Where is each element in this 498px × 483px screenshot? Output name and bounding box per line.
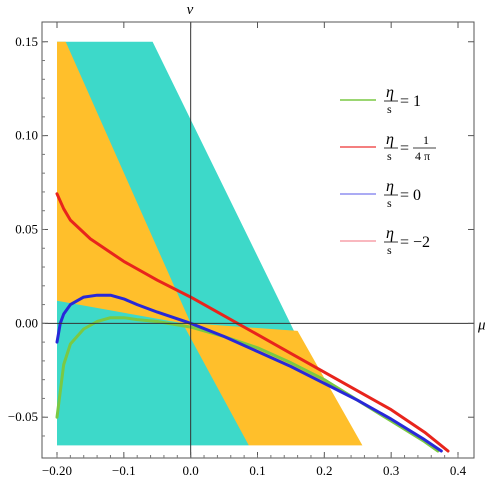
region-layer <box>57 41 363 446</box>
legend-value-denominator: 4 π <box>415 149 430 163</box>
series-line-2 <box>55 293 443 453</box>
legend-value: 1 <box>413 93 421 110</box>
series-line-1 <box>55 192 450 453</box>
legend-item-2: ηs = 0 <box>340 178 421 210</box>
legend-s: s <box>387 196 392 210</box>
y-tick-label: 0.00 <box>15 315 38 330</box>
legend-value: 0 <box>413 187 421 204</box>
legend-item-1: ηs = 1 4 π <box>340 131 436 163</box>
x-axis-label: μ <box>477 317 486 333</box>
y-axis-label: ν <box>187 2 194 18</box>
legend-item-3: ηs = −2 <box>340 225 430 257</box>
y-tick-label: −0.05 <box>8 409 38 424</box>
legend-equals: = <box>400 140 409 157</box>
legend-s: s <box>387 149 392 163</box>
y-tick-label: 0.15 <box>15 34 38 49</box>
legend-value-numerator: 1 <box>423 133 429 147</box>
legend: ηs = 1ηs = 14 πηs = 0ηs = −2 <box>340 84 436 257</box>
x-tick-label: −0.1 <box>112 463 136 478</box>
x-tick-label: 0.1 <box>249 463 265 478</box>
legend-s: s <box>387 102 392 116</box>
legend-eta: η <box>386 178 394 195</box>
legend-eta: η <box>386 131 394 148</box>
x-tick-label: 0.0 <box>183 463 199 478</box>
x-tick-label: 0.2 <box>316 463 332 478</box>
y-tick-label: 0.10 <box>15 128 38 143</box>
legend-eta: η <box>386 84 394 101</box>
legend-value: −2 <box>413 234 430 251</box>
orange-region <box>57 41 363 446</box>
legend-equals: = <box>400 93 409 110</box>
tick-layer: −0.20 −0.1 0.0 0.1 0.2 0.3 0.4 −0.05 0.00 0.05 0.1… <box>8 22 474 478</box>
legend-equals: = <box>400 187 409 204</box>
y-tick-label: 0.05 <box>15 221 38 236</box>
legend-equals: = <box>400 234 409 251</box>
x-tick-label: 0.4 <box>450 463 467 478</box>
legend-eta: η <box>386 225 394 242</box>
legend-item-0: ηs = 1 <box>340 84 421 116</box>
x-tick-label: 0.3 <box>383 463 399 478</box>
series-layer <box>55 192 450 453</box>
x-tick-label: −0.20 <box>42 463 72 478</box>
legend-s: s <box>387 243 392 257</box>
